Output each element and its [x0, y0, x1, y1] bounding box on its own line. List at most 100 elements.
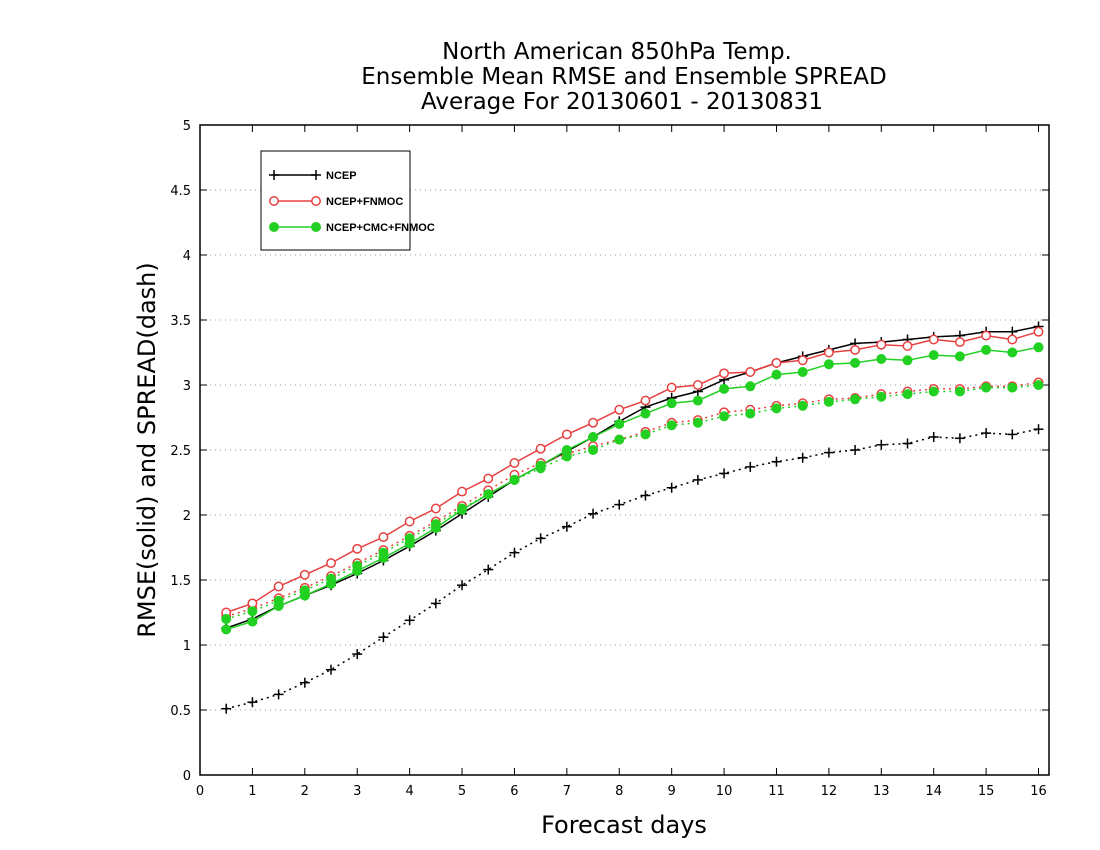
ncep-fnmoc-rmse-point [745, 367, 756, 377]
legend-marker-right [311, 170, 321, 180]
x-tick-label: 0 [196, 784, 204, 799]
y-tick-label: 1 [183, 639, 191, 654]
ncep-fnmoc-rmse-point [797, 355, 808, 366]
x-tick-label: 12 [821, 784, 838, 799]
ncep-spread-point [745, 461, 756, 472]
ncep-spread-point [299, 677, 310, 688]
ncep-cmc-fnmoc-spread-point [745, 408, 756, 419]
ncep-cmc-fnmoc-rmse-point [692, 395, 703, 406]
ncep-cmc-fnmoc-rmse-line [225, 346, 1039, 631]
ncep-spread-point [902, 438, 913, 449]
ncep-fnmoc-rmse-point [823, 347, 834, 358]
ncep-spread-point [719, 468, 730, 479]
title-line-1: North American 850hPa Temp. [442, 39, 792, 65]
x-tick-label: 15 [978, 784, 995, 799]
ncep-fnmoc-rmse-point [299, 569, 310, 580]
ncep-cmc-fnmoc-rmse-point [745, 381, 756, 392]
series-ncep-cmc-fnmoc [221, 342, 1044, 635]
ncep-spread-point [588, 508, 599, 519]
x-tick-label: 7 [563, 784, 571, 799]
ncep-spread-point [981, 428, 992, 439]
ncep-cmc-fnmoc-spread-point [902, 389, 913, 400]
x-tick-label: 16 [1030, 784, 1047, 799]
ncep-fnmoc-rmse-point [981, 330, 992, 341]
ncep-cmc-fnmoc-rmse-point [588, 432, 599, 442]
ncep-fnmoc-rmse-point [273, 581, 284, 592]
ncep-fnmoc-rmse-point [430, 503, 441, 514]
ncep-cmc-fnmoc-rmse-point [981, 344, 992, 355]
ncep-fnmoc-rmse-point [614, 404, 625, 415]
ncep-cmc-fnmoc-spread-point [823, 396, 834, 407]
ncep-cmc-fnmoc-rmse-point [457, 504, 468, 515]
ncep-cmc-fnmoc-spread-point [981, 382, 992, 393]
legend-label: NCEP+CMC+FNMOC [326, 222, 435, 234]
ncep-spread-point [1007, 429, 1018, 440]
ncep-spread-point [823, 447, 834, 458]
x-tick-label: 5 [458, 784, 466, 799]
plot-frame [199, 124, 1050, 776]
title-line-2: Ensemble Mean RMSE and Ensemble SPREAD [361, 64, 886, 90]
ncep-cmc-fnmoc-spread-point [797, 400, 808, 411]
ncep-fnmoc-rmse-point [850, 344, 861, 355]
legend-marker-left [269, 222, 279, 232]
ncep-cmc-fnmoc-rmse-point [352, 565, 363, 576]
y-axis-label: RMSE(solid) and SPREAD(dash) [133, 262, 161, 638]
ncep-fnmoc-rmse-point [378, 532, 389, 543]
legend-marker-left [269, 196, 279, 206]
ncep-cmc-fnmoc-rmse-point [719, 383, 730, 394]
ncep-cmc-fnmoc-spread-point [692, 417, 703, 428]
x-tick-label: 14 [925, 784, 942, 799]
ncep-spread-line [226, 428, 1039, 710]
ncep-fnmoc-rmse-point [954, 337, 965, 348]
ncep-fnmoc-rmse-point [483, 473, 494, 484]
ncep-cmc-fnmoc-rmse-point [1033, 342, 1044, 353]
ncep-cmc-fnmoc-rmse-point [483, 489, 494, 500]
ncep-cmc-fnmoc-rmse-point [247, 616, 258, 627]
ncep-cmc-fnmoc-spread-point [247, 606, 258, 617]
ncep-cmc-fnmoc-rmse-point [771, 369, 782, 380]
ncep-spread-point [797, 452, 808, 463]
ncep-fnmoc-rmse-point [1033, 326, 1044, 337]
y-tick-label: 3.5 [170, 314, 191, 329]
y-tick-label: 4 [183, 249, 191, 264]
ncep-cmc-fnmoc-spread-point [614, 434, 625, 445]
ncep-cmc-fnmoc-spread-point [588, 445, 599, 455]
ncep-spread-point [273, 689, 284, 700]
series-layer [221, 321, 1044, 714]
ncep-cmc-fnmoc-spread-point [1007, 382, 1018, 393]
ncep-cmc-fnmoc-rmse-point [430, 523, 441, 533]
ncep-cmc-fnmoc-spread-point [640, 429, 651, 440]
x-tick-label: 9 [668, 784, 676, 799]
legend-entry-ncep: NCEP [269, 170, 357, 182]
ncep-spread-point [326, 664, 337, 675]
ncep-cmc-fnmoc-rmse-point [640, 408, 651, 419]
ncep-cmc-fnmoc-spread-point [1033, 380, 1044, 390]
series-ncep [221, 321, 1044, 714]
ncep-cmc-fnmoc-rmse-point [404, 538, 415, 549]
ncep-rmse-line [225, 325, 1039, 629]
ncep-cmc-fnmoc-rmse-point [850, 357, 861, 368]
legend-marker-left [269, 170, 279, 180]
ncep-fnmoc-rmse-point [509, 458, 520, 468]
ncep-cmc-fnmoc-rmse-point [666, 398, 677, 409]
y-tick-label: 2 [183, 509, 191, 524]
ncep-spread-point [404, 615, 415, 626]
y-tick-label: 1.5 [170, 574, 191, 589]
ncep-fnmoc-rmse-point [692, 380, 703, 390]
chart-title: North American 850hPa Temp. Ensemble Mea… [361, 39, 886, 115]
x-tick-label: 8 [615, 784, 623, 799]
ncep-spread-point [614, 499, 625, 510]
ncep-cmc-fnmoc-rmse-point [561, 445, 572, 455]
y-tick-label: 3 [183, 379, 191, 394]
ncep-spread-point [561, 521, 572, 532]
ncep-spread-point [221, 703, 232, 714]
ncep-fnmoc-rmse-point [876, 339, 887, 350]
ncep-fnmoc-rmse-point [404, 516, 415, 527]
ncep-cmc-fnmoc-rmse-point [876, 354, 887, 364]
x-tick-label: 6 [510, 784, 518, 799]
ncep-cmc-fnmoc-rmse-point [1007, 347, 1018, 358]
x-tick-label: 4 [405, 784, 413, 799]
ncep-cmc-fnmoc-rmse-point [797, 367, 808, 377]
ncep-cmc-fnmoc-rmse-point [378, 552, 389, 563]
ncep-fnmoc-rmse-point [561, 429, 572, 440]
